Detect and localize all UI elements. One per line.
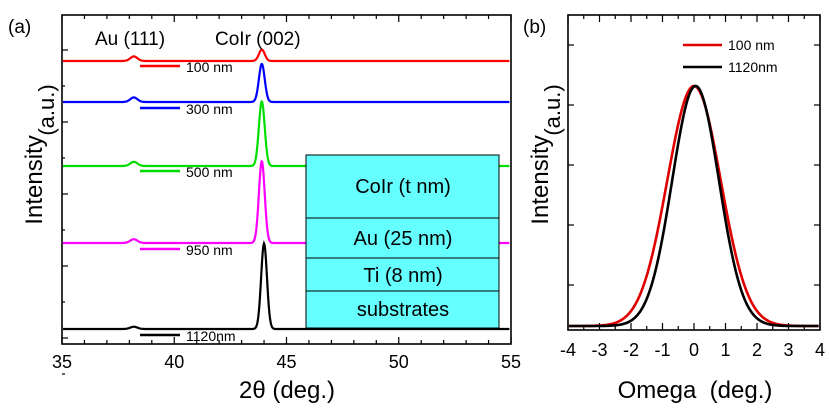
x-tick-label: -4 bbox=[560, 340, 576, 360]
x-tick-label: 2 bbox=[752, 340, 762, 360]
x-tick-label: 0 bbox=[689, 340, 699, 360]
x-tick-label: -2 bbox=[623, 340, 639, 360]
panel-b-frame bbox=[567, 14, 821, 331]
inset-layer-coir: CoIr (t nm) bbox=[355, 176, 451, 198]
x-tick-label: 50 bbox=[389, 352, 409, 372]
series-line-1120nm bbox=[63, 240, 510, 331]
panel-b-label: (b) bbox=[523, 17, 546, 38]
panel-b-ylabel: Intensity bbox=[527, 135, 554, 224]
legend-label: 300 nm bbox=[186, 101, 233, 117]
au-peak-label: Au (111) bbox=[95, 29, 165, 50]
panel-b-legend: 100 nm 1120nm bbox=[683, 37, 778, 75]
x-tick-label: -3 bbox=[591, 340, 607, 360]
inset-layer-au: Au (25 nm) bbox=[354, 228, 453, 250]
x-tick-label: 4 bbox=[815, 340, 825, 360]
panel-a-ticks: 35 40 45 50 55 bbox=[52, 15, 521, 375]
legend-label: 100 nm bbox=[728, 37, 775, 53]
panel-b-ylabel-unit: (a.u.) bbox=[540, 84, 565, 135]
x-tick-label: 1 bbox=[720, 340, 730, 360]
inset-layer-ti: Ti (8 nm) bbox=[363, 265, 442, 287]
series-line-300nm bbox=[63, 62, 510, 104]
panel-b-xlabel: Omega (deg.) bbox=[618, 377, 773, 404]
panel-a-ylabel: Intensity bbox=[21, 135, 48, 224]
x-tick-label: 45 bbox=[276, 352, 296, 372]
x-tick-label: 3 bbox=[783, 340, 793, 360]
x-tick-label: 55 bbox=[501, 352, 521, 372]
coir-peak-label: CoIr (002) bbox=[215, 29, 301, 50]
legend-label: 500 nm bbox=[186, 164, 233, 180]
panel-a-label: (a) bbox=[8, 17, 31, 38]
panel-a-ylabel-unit: (a.u.) bbox=[34, 84, 59, 135]
x-tick-label: 35 bbox=[52, 352, 72, 372]
panel-b: (b) -4 -3 -2 -1 0 1 2 3 4 100 nm 1120nm Omega (de… bbox=[523, 14, 825, 404]
inset-layer-substrates: substrates bbox=[357, 299, 449, 321]
panel-b-series bbox=[569, 84, 819, 328]
panel-a-legend: 100 nm 300 nm 500 nm 950 nm 1120nm bbox=[140, 59, 236, 344]
legend-label: 1120nm bbox=[728, 59, 778, 75]
x-tick-label: -1 bbox=[654, 340, 670, 360]
x-tick-label: 40 bbox=[164, 352, 184, 372]
series-line-1120nm bbox=[569, 84, 819, 328]
series-line-100nm bbox=[569, 84, 819, 328]
panel-a-xlabel: 2θ (deg.) bbox=[239, 377, 335, 404]
series-line-100nm bbox=[63, 48, 510, 63]
layer-stack-inset: CoIr (t nm) Au (25 nm) Ti (8 nm) substra… bbox=[305, 154, 500, 329]
legend-label: 1120nm bbox=[186, 328, 236, 344]
inset-background bbox=[305, 154, 500, 329]
legend-label: 100 nm bbox=[186, 59, 233, 75]
legend-label: 950 nm bbox=[186, 242, 233, 258]
panel-b-ticks: -4 -3 -2 -1 0 1 2 3 4 bbox=[560, 15, 825, 360]
